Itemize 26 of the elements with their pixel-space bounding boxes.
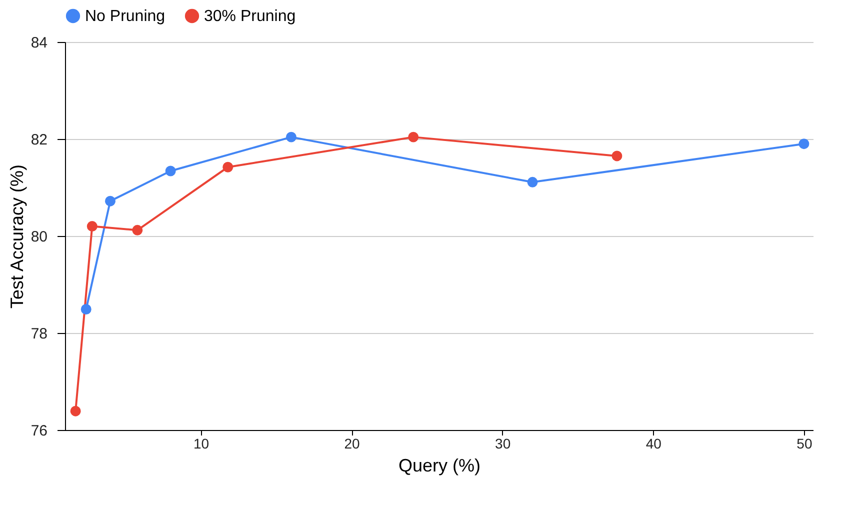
y-tick-label: 78 <box>30 326 48 342</box>
x-tick-label: 20 <box>344 436 360 452</box>
point <box>70 406 81 416</box>
point <box>798 138 810 150</box>
y-axis-title: Test Accuracy (%) <box>6 164 27 309</box>
y-tick-label: 76 <box>30 422 48 440</box>
point <box>132 224 143 236</box>
x-tick-label: 30 <box>495 436 511 452</box>
point <box>527 176 538 188</box>
x-axis-title: Query (%) <box>398 456 481 476</box>
point <box>286 132 296 142</box>
point <box>80 304 92 314</box>
point <box>165 166 176 176</box>
y-tick-label: 84 <box>30 34 48 52</box>
legend-label: 30% Pruning <box>204 8 296 25</box>
x-tick-label: 50 <box>796 436 812 452</box>
legend-label: No Pruning <box>85 8 166 25</box>
point <box>612 150 622 162</box>
x-tick-label: 10 <box>193 436 210 452</box>
point <box>105 196 116 206</box>
point <box>86 221 98 232</box>
y-tick-label: 80 <box>30 228 48 246</box>
point <box>222 162 234 172</box>
point <box>408 132 419 142</box>
y-tick-label: 82 <box>30 132 48 148</box>
x-tick-label: 40 <box>646 436 662 452</box>
